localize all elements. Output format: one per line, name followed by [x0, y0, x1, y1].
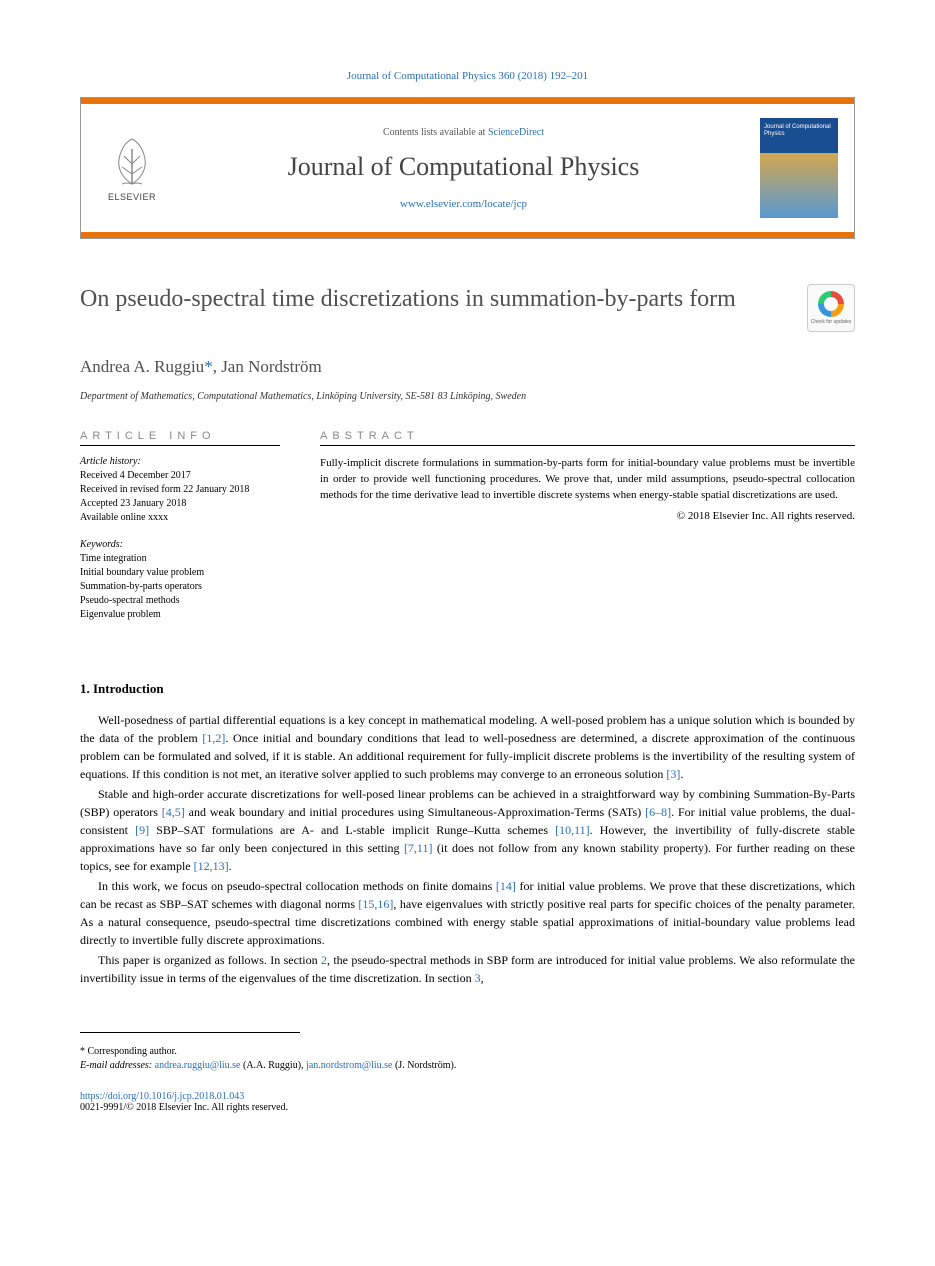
doi-block: https://doi.org/10.1016/j.jcp.2018.01.04… — [80, 1091, 855, 1113]
ref-4-5[interactable]: [4,5] — [162, 805, 185, 819]
paper-title: On pseudo-spectral time discretizations … — [80, 284, 787, 315]
abstract-text: Fully-implicit discrete formulations in … — [320, 456, 855, 504]
contents-prefix: Contents lists available at — [383, 127, 488, 138]
journal-header-box: ELSEVIER Contents lists available at Sci… — [80, 97, 855, 239]
email-2-name: (J. Nordström). — [392, 1060, 456, 1071]
elsevier-tree-icon — [107, 134, 157, 189]
keyword-0: Time integration — [80, 552, 280, 566]
ref-15-16[interactable]: [15,16] — [358, 897, 393, 911]
intro-p3: In this work, we focus on pseudo-spectra… — [80, 877, 855, 949]
issn-line: 0021-9991/© 2018 Elsevier Inc. All right… — [80, 1102, 855, 1113]
email-2[interactable]: jan.nordstrom@liu.se — [306, 1060, 392, 1071]
footnote-rule — [80, 1032, 300, 1041]
author-1: Andrea A. Ruggiu — [80, 357, 204, 376]
ref-9[interactable]: [9] — [135, 823, 149, 837]
sciencedirect-link[interactable]: ScienceDirect — [488, 127, 544, 138]
doi-link[interactable]: https://doi.org/10.1016/j.jcp.2018.01.04… — [80, 1091, 244, 1102]
keyword-1: Initial boundary value problem — [80, 566, 280, 580]
ref-14[interactable]: [14] — [496, 879, 516, 893]
keywords-label: Keywords: — [80, 539, 280, 550]
p2-text-g: . — [229, 859, 232, 873]
ref-6-8[interactable]: [6–8] — [645, 805, 671, 819]
keyword-4: Eigenvalue problem — [80, 608, 280, 622]
affiliation: Department of Mathematics, Computational… — [80, 391, 855, 402]
abstract-column: ABSTRACT Fully-implicit discrete formula… — [320, 430, 855, 636]
orange-bar-bottom — [81, 232, 854, 238]
ref-12-13[interactable]: [12,13] — [194, 859, 229, 873]
p3-text-a: In this work, we focus on pseudo-spectra… — [98, 879, 496, 893]
journal-title: Journal of Computational Physics — [167, 152, 760, 182]
ref-10-11[interactable]: [10,11] — [555, 823, 590, 837]
contents-line: Contents lists available at ScienceDirec… — [167, 127, 760, 138]
article-info-column: ARTICLE INFO Article history: Received 4… — [80, 430, 280, 636]
history-line-2: Accepted 23 January 2018 — [80, 497, 280, 511]
header-center: Contents lists available at ScienceDirec… — [167, 127, 760, 210]
author-2: Jan Nordström — [221, 357, 322, 376]
p4-text-c: , — [481, 971, 484, 985]
journal-cover-text: Journal of Computational Physics — [764, 124, 838, 138]
p2-text-d: SBP–SAT formulations are A- and L-stable… — [149, 823, 555, 837]
info-abstract-row: ARTICLE INFO Article history: Received 4… — [80, 430, 855, 636]
authors-line: Andrea A. Ruggiu*, Jan Nordström — [80, 357, 855, 377]
history-line-3: Available online xxxx — [80, 511, 280, 525]
publisher-name: ELSEVIER — [108, 192, 156, 202]
corresponding-footnote: * Corresponding author. — [80, 1045, 855, 1059]
author-sep: , — [213, 357, 222, 376]
crossmark-icon — [818, 291, 844, 317]
keyword-3: Pseudo-spectral methods — [80, 594, 280, 608]
introduction-heading: 1. Introduction — [80, 681, 855, 697]
keywords-group: Keywords: Time integration Initial bound… — [80, 539, 280, 622]
history-group: Article history: Received 4 December 201… — [80, 456, 280, 525]
history-line-0: Received 4 December 2017 — [80, 469, 280, 483]
crossmark-label: Check for updates — [811, 319, 852, 325]
ref-3[interactable]: [3] — [666, 767, 680, 781]
p1-text-c: . — [680, 767, 683, 781]
intro-p4: This paper is organized as follows. In s… — [80, 951, 855, 987]
email-1-name: (A.A. Ruggiu), — [240, 1060, 306, 1071]
journal-url[interactable]: www.elsevier.com/locate/jcp — [167, 198, 760, 210]
introduction-section: 1. Introduction Well-posedness of partia… — [80, 681, 855, 987]
history-label: Article history: — [80, 456, 280, 467]
footer-block: * Corresponding author. E-mail addresses… — [80, 1045, 855, 1073]
intro-p1: Well-posedness of partial differential e… — [80, 711, 855, 783]
ref-1-2[interactable]: [1,2] — [202, 731, 225, 745]
ref-7-11[interactable]: [7,11] — [404, 841, 433, 855]
title-block: On pseudo-spectral time discretizations … — [80, 284, 855, 332]
elsevier-logo: ELSEVIER — [97, 126, 167, 211]
crossmark-badge[interactable]: Check for updates — [807, 284, 855, 332]
intro-p2: Stable and high-order accurate discretiz… — [80, 785, 855, 875]
history-line-1: Received in revised form 22 January 2018 — [80, 483, 280, 497]
email-1[interactable]: andrea.ruggiu@liu.se — [155, 1060, 241, 1071]
page-root: Journal of Computational Physics 360 (20… — [0, 0, 935, 1153]
keyword-2: Summation-by-parts operators — [80, 580, 280, 594]
abstract-copyright: © 2018 Elsevier Inc. All rights reserved… — [320, 510, 855, 522]
journal-cover-thumb: Journal of Computational Physics — [760, 118, 838, 218]
corresponding-mark: * — [204, 357, 213, 376]
p4-text-a: This paper is organized as follows. In s… — [98, 953, 321, 967]
citation-line: Journal of Computational Physics 360 (20… — [80, 70, 855, 82]
email-footnote: E-mail addresses: andrea.ruggiu@liu.se (… — [80, 1059, 855, 1073]
header-content: ELSEVIER Contents lists available at Sci… — [81, 104, 854, 232]
email-label: E-mail addresses: — [80, 1060, 155, 1071]
abstract-heading: ABSTRACT — [320, 430, 855, 446]
article-info-heading: ARTICLE INFO — [80, 430, 280, 446]
p2-text-b: and weak boundary and initial procedures… — [185, 805, 645, 819]
